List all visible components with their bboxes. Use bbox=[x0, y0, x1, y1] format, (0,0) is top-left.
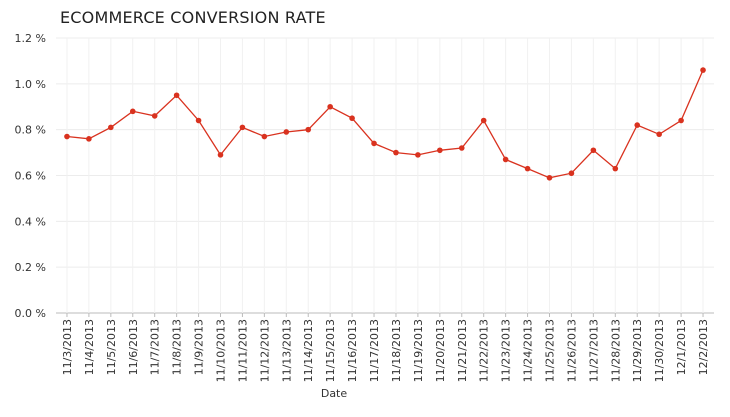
x-tick-label: 11/12/2013 bbox=[258, 319, 271, 382]
data-point[interactable] bbox=[590, 147, 597, 154]
data-point[interactable] bbox=[129, 108, 136, 115]
data-point[interactable] bbox=[283, 129, 290, 135]
data-point[interactable] bbox=[415, 152, 421, 158]
x-tick-label: 11/22/2013 bbox=[478, 319, 491, 382]
data-point[interactable] bbox=[568, 170, 575, 177]
data-point[interactable] bbox=[108, 124, 114, 131]
data-point[interactable] bbox=[700, 67, 706, 73]
x-axis: 11/3/2013 11/4/2013 11/5/2013 11/6/2013 11/7… bbox=[61, 319, 710, 382]
x-tick-label: 11/25/2013 bbox=[544, 319, 557, 382]
x-tick-label: 11/17/2013 bbox=[368, 319, 381, 382]
data-point[interactable] bbox=[151, 113, 158, 119]
x-tick-label: 12/1/2013 bbox=[675, 319, 688, 375]
data-point[interactable] bbox=[217, 152, 224, 158]
data-point[interactable] bbox=[678, 117, 684, 124]
x-tick-label: 11/15/2013 bbox=[324, 319, 337, 382]
data-point[interactable] bbox=[502, 156, 509, 163]
x-tick-label: 11/6/2013 bbox=[127, 319, 140, 375]
series-line-group bbox=[64, 67, 706, 181]
x-tick-label: 11/28/2013 bbox=[609, 319, 622, 382]
y-tick-label: 1.2 % bbox=[15, 32, 46, 45]
x-tick-label: 11/24/2013 bbox=[522, 319, 535, 382]
data-point[interactable] bbox=[86, 136, 92, 142]
y-tick-label: 0.8 % bbox=[15, 124, 46, 137]
data-point[interactable] bbox=[437, 147, 443, 154]
data-point[interactable] bbox=[261, 133, 268, 140]
x-axis-label: Date bbox=[321, 387, 348, 400]
y-tick-label: 0.4 % bbox=[15, 215, 46, 228]
x-tick-label: 11/18/2013 bbox=[390, 319, 403, 382]
data-point[interactable] bbox=[349, 115, 355, 122]
x-tick-label: 11/13/2013 bbox=[280, 319, 293, 382]
y-tick-label: 0.6 % bbox=[15, 170, 46, 183]
y-axis: 0.0 % 0.2 % 0.4 % 0.6 % 0.8 % 1.0 % 1.2 % bbox=[15, 32, 46, 320]
x-tick-label: 11/9/2013 bbox=[193, 319, 206, 375]
data-point[interactable] bbox=[195, 117, 202, 124]
chart-title: ECOMMERCE CONVERSION RATE bbox=[60, 8, 326, 27]
data-point[interactable] bbox=[327, 103, 333, 110]
x-tick-label: 11/5/2013 bbox=[105, 319, 118, 375]
data-point[interactable] bbox=[173, 92, 180, 99]
x-tick-label: 11/21/2013 bbox=[456, 319, 469, 382]
x-tick-label: 11/4/2013 bbox=[83, 319, 96, 375]
x-tick-label: 11/16/2013 bbox=[346, 319, 359, 382]
y-tick-label: 1.0 % bbox=[15, 78, 46, 91]
y-tick-label: 0.0 % bbox=[15, 307, 46, 320]
x-tick-label: 11/7/2013 bbox=[149, 319, 162, 375]
gridlines bbox=[56, 37, 714, 317]
x-tick-label: 11/11/2013 bbox=[236, 319, 249, 382]
x-tick-label: 11/10/2013 bbox=[215, 319, 228, 382]
data-point[interactable] bbox=[480, 117, 487, 124]
data-point[interactable] bbox=[634, 122, 641, 128]
x-tick-label: 11/20/2013 bbox=[434, 319, 447, 382]
x-tick-label: 12/2/2013 bbox=[697, 319, 710, 375]
data-point[interactable] bbox=[64, 133, 70, 140]
data-point[interactable] bbox=[524, 165, 531, 172]
y-tick-label: 0.2 % bbox=[15, 261, 46, 274]
data-point[interactable] bbox=[612, 165, 619, 172]
x-tick-label: 11/29/2013 bbox=[631, 319, 644, 382]
x-tick-label: 11/3/2013 bbox=[61, 319, 74, 375]
data-point[interactable] bbox=[458, 145, 465, 151]
data-point[interactable] bbox=[239, 124, 246, 131]
data-point[interactable] bbox=[656, 131, 662, 138]
x-tick-label: 11/30/2013 bbox=[653, 319, 666, 382]
data-point[interactable] bbox=[305, 126, 312, 133]
x-tick-label: 11/27/2013 bbox=[587, 319, 600, 382]
x-tick-label: 11/26/2013 bbox=[565, 319, 578, 382]
x-tick-label: 11/23/2013 bbox=[500, 319, 513, 382]
x-tick-label: 11/14/2013 bbox=[302, 319, 315, 382]
data-point[interactable] bbox=[393, 149, 399, 156]
data-point[interactable] bbox=[546, 174, 553, 181]
x-tick-label: 11/8/2013 bbox=[171, 319, 184, 375]
series-line bbox=[66, 69, 704, 179]
x-tick-label: 11/19/2013 bbox=[412, 319, 425, 382]
data-point[interactable] bbox=[371, 140, 377, 147]
